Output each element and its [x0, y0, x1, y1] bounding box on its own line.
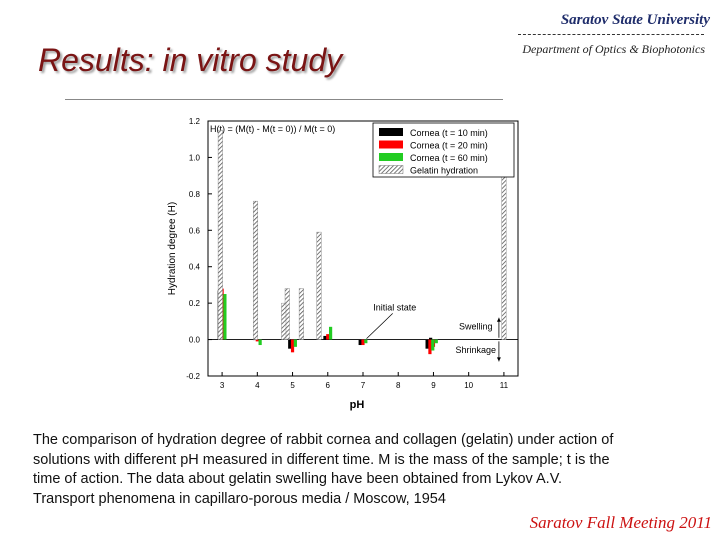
y-tick-label: 0.8 [189, 190, 201, 199]
header-separator [518, 34, 704, 35]
cornea-bar-series-1 [429, 337, 433, 340]
y-tick-label: 0.2 [189, 299, 201, 308]
cornea-bar-series-3 [434, 339, 438, 344]
x-tick-label: 4 [255, 381, 260, 390]
caption-line-4: Transport phenomena in capillaro-porous … [33, 490, 446, 507]
cornea-bar-series-1 [288, 339, 292, 349]
x-tick-label: 10 [464, 381, 473, 390]
legend-label: Cornea (t = 20 min) [410, 141, 488, 151]
gelatin-bar [253, 200, 259, 340]
university-name: Saratov State University [560, 12, 710, 28]
initial-state-pointer [366, 313, 393, 339]
cornea-bar-series-1 [425, 339, 429, 349]
cornea-bar-series-2 [326, 334, 330, 340]
legend-swatch [379, 153, 403, 161]
cornea-bar-series-1 [252, 339, 257, 341]
legend-swatch [378, 165, 404, 174]
y-tick-label: 0.4 [189, 263, 201, 272]
x-tick-label: 6 [326, 381, 331, 390]
cornea-bar-series-1 [323, 335, 327, 340]
shrinkage-arrowhead [496, 357, 501, 362]
y-axis-label: Hydration degree (H) [167, 202, 178, 295]
cornea-bar-series-3 [223, 294, 227, 340]
cornea-bar-series-3 [258, 339, 262, 346]
legend-label: Cornea (t = 60 min) [410, 153, 488, 163]
legend-label: Cornea (t = 10 min) [410, 128, 488, 138]
gelatin-bar [298, 288, 304, 340]
x-tick-label: 9 [431, 381, 436, 390]
cornea-bar-series-3 [364, 339, 368, 344]
y-tick-label: 0.0 [189, 336, 201, 345]
gelatin-bar [281, 302, 287, 340]
gelatin-bar [217, 129, 223, 340]
cornea-bar-series-1 [358, 339, 362, 346]
cornea-bar-series-3 [431, 339, 435, 351]
y-tick-label: -0.2 [186, 372, 200, 381]
y-tick-label: 1.2 [189, 117, 201, 126]
x-tick-label: 11 [500, 381, 509, 390]
swelling-arrowhead [496, 317, 501, 322]
formula-text: H(t) = (M(t) - M(t = 0)) / M(t = 0) [210, 124, 335, 134]
x-tick-label: 3 [220, 381, 225, 390]
caption-line-1: The comparison of hydration degree of ra… [33, 432, 614, 448]
cornea-bar-series-2 [428, 339, 432, 355]
gelatin-bar [316, 231, 322, 340]
conference-footer: Saratov Fall Meeting 2011 [529, 513, 712, 532]
cornea-bar-series-2 [290, 339, 295, 353]
x-tick-label: 7 [361, 381, 366, 390]
swelling-label: Swelling [459, 322, 493, 332]
cornea-bar-series-3 [293, 339, 297, 347]
shrinkage-label: Shrinkage [455, 345, 496, 355]
slide-title: Results: in vitro study [38, 42, 343, 78]
legend-swatch [379, 140, 403, 149]
figure-caption: The comparison of hydration degree of ra… [33, 431, 693, 509]
x-tick-label: 5 [290, 381, 295, 390]
legend-swatch [379, 128, 403, 136]
hydration-bar-chart: -0.2 0.0 0.2 0.4 0.6 0.8 1.0 1.2 3 4 5 6 7 8 9 10 11 pH Hy… [167, 117, 519, 411]
cornea-bar-series-3 [328, 326, 333, 340]
department-name: Department of Optics & Biophotonics [522, 42, 705, 56]
cornea-bar-series-2 [255, 339, 259, 342]
x-tick-label: 8 [396, 381, 401, 390]
initial-state-label: Initial state [373, 302, 416, 312]
legend-label: Gelatin hydration [410, 166, 478, 176]
caption-line-2: solutions with different pH measured in … [33, 451, 610, 468]
title-underline [65, 99, 503, 100]
gelatin-bar [501, 171, 507, 340]
cornea-bar-series-2 [361, 339, 365, 346]
x-axis-label: pH [350, 399, 365, 411]
y-tick-label: 0.6 [189, 226, 201, 235]
caption-line-3: time of action. The data about gelatin s… [33, 471, 563, 487]
y-tick-label: 1.0 [189, 153, 201, 162]
